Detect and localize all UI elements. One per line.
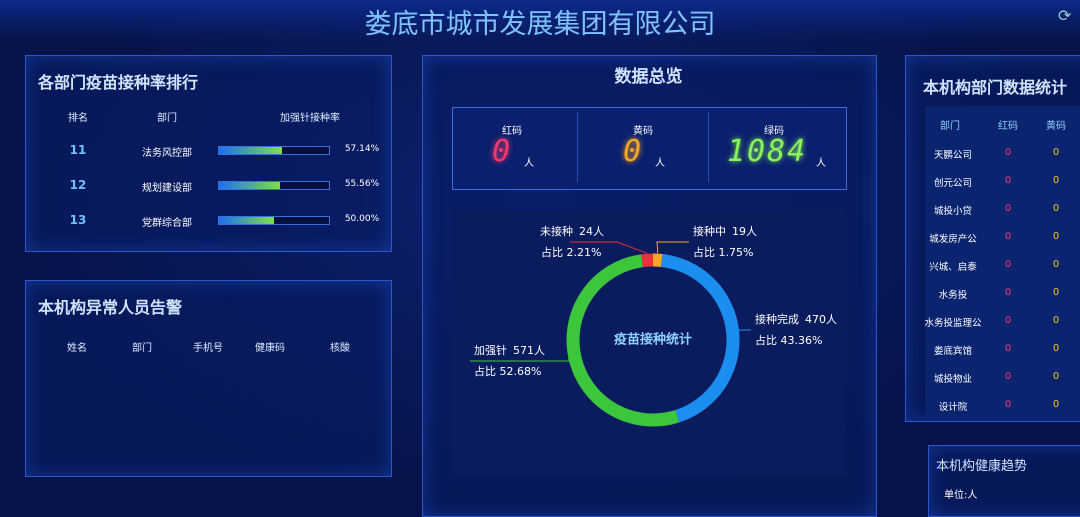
- red-count: 0: [1005, 231, 1011, 242]
- column-header: 排名: [68, 109, 88, 124]
- red-count: 0: [1005, 175, 1011, 186]
- department-name: 水务投监理公: [924, 315, 981, 329]
- segment-count: 470人: [805, 313, 837, 326]
- yellow-count: 0: [1053, 175, 1059, 186]
- red-count: 0: [1005, 259, 1011, 270]
- refresh-icon[interactable]: ⟳: [1058, 6, 1071, 25]
- department-name: 天鹏公司: [934, 147, 972, 161]
- code-value: 0: [492, 134, 512, 169]
- department: 党群综合部: [142, 214, 192, 229]
- panel-title: 本机构部门数据统计: [923, 74, 1067, 98]
- panel-title: 本机构健康趋势: [936, 455, 1027, 474]
- divider: [708, 112, 709, 182]
- yellow-count: 0: [1053, 287, 1059, 298]
- column-header: 手机号: [193, 339, 223, 354]
- department-name: 城发房产公: [929, 231, 977, 245]
- page-title: 娄底市城市发展集团有限公司: [340, 2, 740, 41]
- rate-label: 50.00%: [345, 214, 379, 224]
- department-name: 创元公司: [934, 175, 972, 189]
- yellow-count: 0: [1053, 399, 1059, 410]
- department: 法务风控部: [142, 144, 192, 159]
- segment-name: 未接种: [540, 224, 573, 238]
- red-count: 0: [1005, 371, 1011, 382]
- department-name: 兴城、启泰: [929, 259, 977, 273]
- department-name: 设计院: [939, 399, 968, 413]
- yellow-count: 0: [1053, 343, 1059, 354]
- department-name: 城投物业: [934, 371, 972, 385]
- yellow-count: 0: [1053, 147, 1059, 158]
- column-header: 姓名: [67, 339, 87, 354]
- leader-line: [657, 242, 689, 253]
- bar: [219, 182, 280, 189]
- bar: [219, 147, 282, 154]
- red-count: 0: [1005, 287, 1011, 298]
- yellow-count: 0: [1053, 371, 1059, 382]
- segment-name: 接种完成: [755, 312, 799, 326]
- dashboard: 娄底市城市发展集团有限公司 ⟳ 各部门疫苗接种率排行 本机构异常人员告警 数据总…: [0, 0, 1080, 500]
- rank: 11: [70, 143, 87, 157]
- segment-share: 占比 2.21%: [541, 245, 601, 259]
- rate-label: 55.56%: [345, 179, 379, 189]
- column-header: 部门: [157, 109, 177, 124]
- department-name: 娄底宾馆: [934, 343, 972, 357]
- department: 规划建设部: [142, 179, 192, 194]
- red-count: 0: [1005, 147, 1011, 158]
- segment-name: 加强针: [474, 343, 507, 357]
- segment-share: 占比 1.75%: [693, 245, 753, 259]
- segment-count: 19人: [732, 225, 757, 238]
- code-unit: 人: [655, 154, 665, 169]
- code-value: 0: [623, 134, 643, 169]
- panel-title: 本机构异常人员告警: [38, 294, 182, 318]
- column-header: 部门: [940, 117, 960, 132]
- rank: 13: [70, 213, 87, 227]
- leader-line: [470, 359, 570, 361]
- rank: 12: [70, 178, 87, 192]
- yellow-count: 0: [1053, 259, 1059, 270]
- segment-name: 接种中: [693, 224, 726, 238]
- segment-label: 加强针 571人: [474, 343, 545, 357]
- department-name: 水务投: [939, 287, 968, 301]
- department-name: 城投小贷: [934, 203, 972, 217]
- divider: [577, 112, 578, 182]
- column-header: 部门: [132, 339, 152, 354]
- panel-title: 各部门疫苗接种率排行: [38, 69, 198, 93]
- red-count: 0: [1005, 203, 1011, 214]
- donut-title: 疫苗接种统计: [614, 332, 692, 348]
- bar: [219, 217, 274, 224]
- segment-share: 占比 43.36%: [755, 333, 822, 347]
- code-unit: 人: [524, 154, 534, 169]
- code-unit: 人: [816, 154, 826, 169]
- code-value: 1084: [727, 134, 807, 169]
- yellow-count: 0: [1053, 203, 1059, 214]
- segment-share: 占比 52.68%: [474, 364, 541, 378]
- yellow-count: 0: [1053, 315, 1059, 326]
- column-header: 黄码: [1046, 117, 1066, 132]
- yellow-count: 0: [1053, 231, 1059, 242]
- segment-label: 未接种 24人: [540, 224, 604, 238]
- red-count: 0: [1005, 399, 1011, 410]
- panel-title: 数据总览: [422, 62, 875, 87]
- segment-count: 571人: [513, 344, 545, 357]
- column-header: 健康码: [255, 339, 285, 354]
- column-header: 加强针接种率: [280, 109, 340, 124]
- segment-label: 接种中 19人: [693, 224, 757, 238]
- column-header: 核酸: [330, 339, 350, 354]
- red-count: 0: [1005, 343, 1011, 354]
- column-header: 红码: [998, 117, 1018, 132]
- red-count: 0: [1005, 315, 1011, 326]
- rate-label: 57.14%: [345, 144, 379, 154]
- segment-count: 24人: [579, 225, 604, 238]
- segment-label: 接种完成 470人: [755, 312, 837, 326]
- donut-segment: [642, 260, 653, 261]
- unit-label: 单位:人: [944, 486, 977, 501]
